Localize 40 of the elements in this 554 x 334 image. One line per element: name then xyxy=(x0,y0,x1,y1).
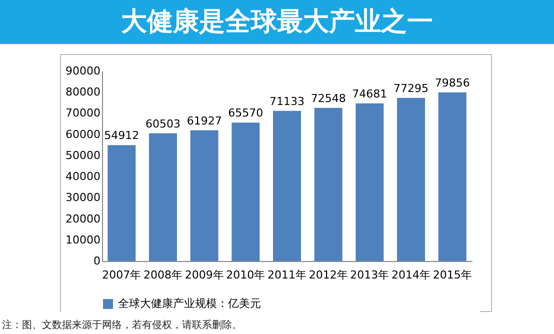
x-tick-label: 2015年 xyxy=(432,268,472,282)
x-tick-label: 2007年 xyxy=(102,268,142,282)
bar xyxy=(314,108,342,261)
data-label: 60503 xyxy=(145,117,180,130)
bar xyxy=(438,92,466,261)
data-label: 71133 xyxy=(270,94,304,108)
legend-label: 全球大健康产业规模：亿美元 xyxy=(118,297,261,310)
data-label: 61927 xyxy=(186,114,222,128)
bar xyxy=(356,103,384,261)
y-tick-label: 10000 xyxy=(66,233,100,246)
x-tick-label: 2010年 xyxy=(226,268,266,282)
data-label: 74681 xyxy=(352,87,388,100)
y-tick-label: 30000 xyxy=(66,191,100,204)
data-label: 77295 xyxy=(394,82,429,95)
bar xyxy=(273,110,301,261)
y-tick-label: 70000 xyxy=(66,106,100,120)
bar xyxy=(397,98,426,261)
bar xyxy=(108,145,136,261)
x-tick-label: 2011年 xyxy=(268,268,306,282)
bar xyxy=(232,122,260,261)
data-label: 54912 xyxy=(104,129,140,142)
chart-title: 大健康是全球最大产业之一 xyxy=(0,0,554,44)
y-tick-label: 50000 xyxy=(66,148,100,162)
data-label: 72548 xyxy=(310,92,346,105)
x-tick-label: 2008年 xyxy=(143,268,182,282)
data-label: 65570 xyxy=(228,106,264,120)
text: 注：图、文数据来源于网络，若有侵权，请联系删除。 xyxy=(2,318,242,332)
x-tick-label: 2009年 xyxy=(184,268,224,282)
x-tick-label: 2012年 xyxy=(308,268,348,282)
y-tick-label: 20000 xyxy=(66,212,100,226)
y-tick-label: 60000 xyxy=(66,128,100,141)
y-tick-label: 80000 xyxy=(66,86,100,99)
x-tick-label: 2013年 xyxy=(350,268,390,282)
y-tick-label: 0 xyxy=(94,254,100,268)
bar xyxy=(148,133,177,261)
y-tick-label: 40000 xyxy=(66,170,100,184)
x-tick-label: 2014年 xyxy=(392,268,431,282)
y-tick-label: 90000 xyxy=(66,64,100,78)
data-label: 79856 xyxy=(434,76,470,90)
bar xyxy=(190,130,218,261)
